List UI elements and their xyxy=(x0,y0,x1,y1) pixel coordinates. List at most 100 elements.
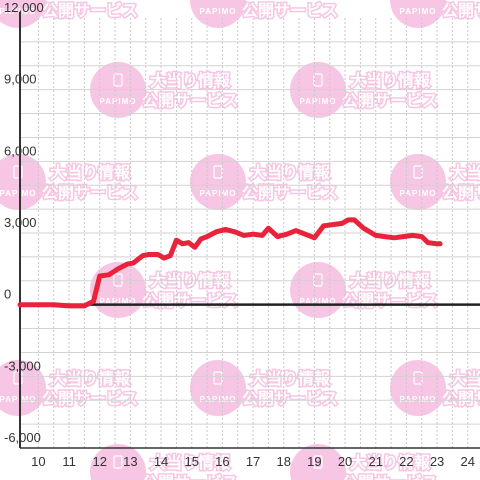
balance-data-point xyxy=(242,234,246,237)
watermark-logo-circle xyxy=(390,0,446,28)
x-tick-label: 14 xyxy=(154,454,168,469)
balance-data-point xyxy=(169,254,172,257)
watermark-line2: 公開サービス xyxy=(342,473,438,480)
watermark-line1: 大当り情報 xyxy=(50,369,131,388)
watermark-brand: PAPIMO xyxy=(100,97,137,106)
y-tick-label: 9,000 xyxy=(4,72,37,87)
watermark-line2: 公開サービス xyxy=(242,183,338,202)
watermark-line2: 公開サービス xyxy=(42,183,138,202)
watermark-brand: PAPIMO xyxy=(200,189,237,198)
balance-data-point xyxy=(215,230,218,234)
balance-data-point xyxy=(175,238,178,242)
balance-data-point xyxy=(52,303,55,306)
x-tick-label: 16 xyxy=(215,454,229,469)
balance-data-point xyxy=(126,262,129,266)
watermark-brand: PAPIMO xyxy=(400,189,437,198)
watermark-line2: 公開サービス xyxy=(142,473,238,480)
y-tick-label: 0 xyxy=(4,287,11,302)
balance-data-point xyxy=(141,254,144,257)
watermark-line2: 公開サービス xyxy=(442,1,480,20)
balance-data-point xyxy=(331,223,334,226)
balance-data-point xyxy=(435,242,439,245)
watermark-logo-circle xyxy=(190,154,246,210)
balance-data-point xyxy=(70,304,74,308)
balance-data-point xyxy=(132,261,135,265)
balance-data-point xyxy=(107,273,111,277)
watermark-logo-circle xyxy=(190,360,246,416)
watermark-line1: 大当り情報 xyxy=(450,369,480,388)
watermark-line1: 大当り情報 xyxy=(350,453,431,472)
balance-data-point xyxy=(383,235,387,238)
balance-data-point xyxy=(224,228,227,231)
balance-data-point xyxy=(98,274,101,278)
watermark-brand: PAPIMO xyxy=(0,189,36,198)
balance-data-point xyxy=(374,234,377,237)
x-tick-label: 23 xyxy=(430,454,444,469)
watermark-phone-icon xyxy=(13,165,23,179)
watermark-phone-icon xyxy=(113,455,123,469)
watermark-logo-circle xyxy=(0,360,46,416)
watermark-brand: PAPIMO xyxy=(300,297,337,306)
y-tick-label: -6,000 xyxy=(4,430,41,445)
watermark-brand: PAPIMO xyxy=(0,395,36,404)
balance-data-point xyxy=(322,224,325,228)
watermark-line1: 大当り情報 xyxy=(250,369,331,388)
balance-series-line xyxy=(17,217,443,309)
watermark-line2: 公開サービス xyxy=(442,183,480,202)
watermark-brand: PAPIMO xyxy=(200,7,237,16)
watermark-line2: 公開サービス xyxy=(42,389,138,408)
balance-data-point xyxy=(276,235,279,238)
balance-data-point xyxy=(92,299,95,303)
watermark-line2: 公開サービス xyxy=(242,1,338,20)
watermark-brand: PAPIMO xyxy=(400,395,437,404)
balance-data-point xyxy=(362,227,365,230)
watermark-logo-circle xyxy=(0,154,46,210)
watermark-logo-circle xyxy=(390,154,446,210)
balance-data-point xyxy=(205,235,209,238)
y-tick-label: 6,000 xyxy=(4,143,37,158)
balance-data-point xyxy=(193,246,196,249)
balance-data-point xyxy=(156,253,160,256)
balance-data-point xyxy=(251,232,255,236)
balance-data-point xyxy=(261,234,264,237)
balance-data-point xyxy=(83,304,86,308)
balance-data-point xyxy=(267,227,270,230)
watermark-brand: PAPIMO xyxy=(200,395,237,404)
balance-data-point xyxy=(285,232,288,236)
series-layer xyxy=(17,217,443,309)
watermark-phone-icon xyxy=(13,371,23,385)
balance-data-point xyxy=(411,234,414,237)
x-tick-label: 15 xyxy=(184,454,198,469)
y-tick-label: 12,000 xyxy=(4,0,44,15)
balance-data-point xyxy=(116,267,120,271)
watermark-line2: 公開サービス xyxy=(142,91,238,110)
watermark-line1: 大当り情報 xyxy=(250,163,331,182)
balance-data-point xyxy=(353,218,356,222)
balance-data-point xyxy=(346,218,350,222)
balance-data-point xyxy=(340,222,344,225)
watermark-phone-icon xyxy=(113,273,123,287)
y-tick-label: -3,000 xyxy=(4,358,41,373)
balance-data-point xyxy=(294,229,298,232)
watermark-phone-icon xyxy=(313,455,323,469)
x-tick-label: 17 xyxy=(246,454,260,469)
x-tick-label: 19 xyxy=(307,454,321,469)
x-tick-label: 12 xyxy=(92,454,106,469)
y-tick-label: 3,000 xyxy=(4,215,37,230)
watermark-brand: PAPIMO xyxy=(100,297,137,306)
watermark-line2: 公開サービス xyxy=(342,91,438,110)
balance-data-point xyxy=(181,242,184,245)
watermark-line2: 公開サービス xyxy=(342,291,438,310)
watermark-line1: 大当り情報 xyxy=(150,453,231,472)
watermark-line2: 公開サービス xyxy=(142,291,238,310)
balance-data-point xyxy=(162,256,166,260)
balance-data-point xyxy=(392,236,396,239)
x-tick-label: 11 xyxy=(62,454,76,469)
